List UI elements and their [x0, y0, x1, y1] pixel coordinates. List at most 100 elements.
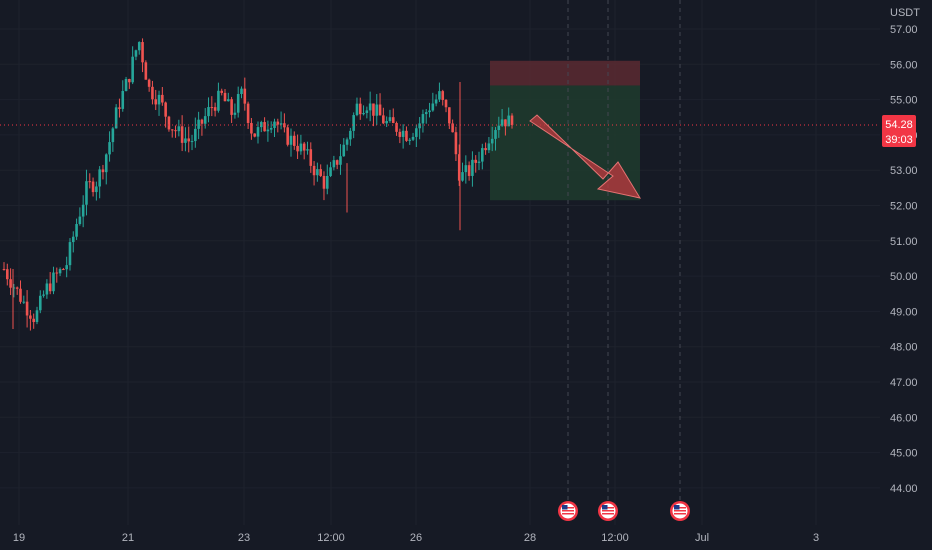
candle-body	[368, 103, 372, 111]
candle-body	[207, 107, 210, 117]
candle-body	[35, 310, 39, 323]
currency-label: USDT	[890, 7, 920, 19]
us-flag-icon[interactable]	[558, 501, 578, 521]
candle-body	[316, 169, 319, 176]
candle-body	[118, 107, 121, 109]
candle-body	[147, 79, 151, 87]
candle-body	[477, 161, 481, 163]
candle-body	[276, 121, 280, 125]
candle-body	[58, 269, 62, 274]
candle-body	[325, 175, 329, 189]
candle-body	[243, 88, 247, 104]
candle-body	[230, 99, 233, 115]
candle-body	[378, 104, 382, 116]
candle-body	[131, 56, 134, 83]
candle-body	[246, 103, 250, 123]
candle-body	[9, 279, 12, 288]
candle-body	[223, 92, 227, 102]
candle-body	[510, 115, 514, 126]
candle-body	[200, 119, 204, 124]
candle-body	[306, 149, 309, 151]
candle-body	[421, 114, 425, 124]
candle-body	[500, 119, 504, 126]
candle-body	[95, 186, 98, 193]
candle-body	[174, 130, 177, 132]
candle-body	[184, 138, 187, 143]
time-tick-label: 26	[410, 532, 422, 544]
candle-body	[299, 143, 303, 152]
price-tick-label: 47.00	[890, 377, 918, 389]
candle-body	[137, 42, 141, 51]
candle-body	[322, 175, 326, 189]
candle-body	[141, 42, 144, 63]
time-axis[interactable]: 19 21 23 12:00 26 28 12:00 Jul 3	[13, 532, 819, 544]
candle-body	[444, 99, 448, 108]
candle-body	[415, 128, 418, 137]
candle-body	[464, 165, 468, 173]
candle-body	[78, 216, 82, 225]
candle-body	[342, 144, 346, 157]
candle-body	[170, 129, 174, 131]
event-badges[interactable]	[558, 501, 690, 521]
candle-body	[253, 133, 257, 137]
candle-body	[104, 154, 108, 173]
grid	[0, 0, 880, 525]
candle-body	[441, 91, 445, 100]
stop-loss-zone[interactable]	[490, 60, 640, 86]
candle-body	[81, 204, 85, 217]
candle-body	[382, 115, 385, 124]
price-tick-label: 56.00	[890, 59, 918, 71]
candle-body	[68, 242, 72, 266]
candle-body	[352, 115, 355, 131]
time-tick-label: Jul	[695, 532, 709, 544]
candle-body	[71, 236, 75, 243]
candle-body	[121, 90, 125, 109]
price-tick-label: 51.00	[890, 236, 918, 248]
candle-body	[65, 265, 68, 270]
candle-body	[124, 79, 128, 91]
us-flag-icon[interactable]	[670, 501, 690, 521]
price-axis[interactable]: USDT 57.0056.0055.0054.0053.0052.0051.00…	[890, 7, 920, 495]
candle-body	[177, 126, 181, 132]
candle-body	[391, 117, 395, 124]
candle-body	[164, 102, 167, 117]
candle-body	[144, 62, 148, 80]
countdown-timer: 39:03	[885, 134, 913, 146]
down-arrow-drawing[interactable]	[529, 114, 642, 199]
time-tick-label: 28	[524, 532, 536, 544]
candle-body	[289, 135, 293, 145]
candle-body	[157, 94, 161, 105]
candle-body	[487, 143, 491, 151]
candle-body	[474, 159, 478, 163]
candle-body	[22, 301, 26, 303]
candle-body	[484, 148, 487, 151]
price-tick-label: 44.00	[890, 483, 918, 495]
candle-body	[279, 123, 283, 125]
candle-body	[128, 79, 131, 83]
candle-body	[134, 50, 138, 57]
price-tick-label: 45.00	[890, 448, 918, 460]
candle-body	[114, 107, 118, 129]
candle-body	[52, 272, 55, 292]
candle-body	[98, 169, 101, 187]
candle-body	[451, 123, 454, 133]
candle-body	[256, 127, 260, 137]
candle-body	[2, 269, 6, 271]
candle-body	[395, 123, 398, 132]
candle-body	[62, 269, 65, 271]
candle-body	[411, 136, 415, 140]
candle-body	[296, 145, 299, 152]
candle-body	[329, 167, 332, 176]
trend-arrow[interactable]	[529, 114, 642, 199]
candle-body	[497, 125, 501, 131]
candle-body	[273, 121, 276, 128]
candle-body	[266, 129, 270, 132]
candle-body	[180, 126, 184, 143]
candle-body	[233, 112, 237, 115]
us-flag-icon[interactable]	[598, 501, 618, 521]
candle-body	[332, 160, 336, 168]
candle-body	[259, 122, 263, 128]
candle-body	[91, 181, 95, 193]
